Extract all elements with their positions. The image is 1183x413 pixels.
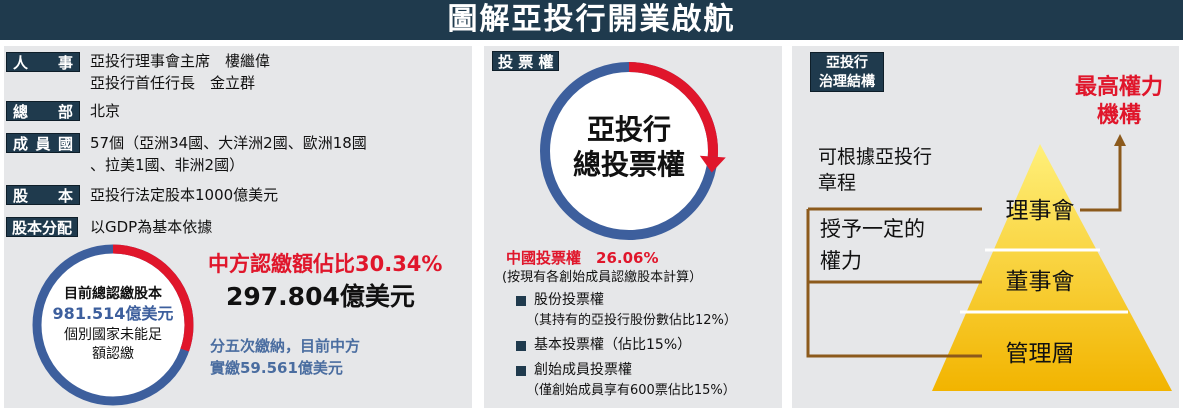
members-label: 成 員 國 <box>6 133 80 153</box>
allocation-label: 股本分配 <box>6 217 79 237</box>
allocation-value: 以GDP為基本依據 <box>90 218 213 236</box>
square-bullet-icon <box>516 341 526 351</box>
voting-item-detail: （僅創始成員享有600票佔比15%） <box>526 383 736 398</box>
personnel-line-2: 亞投行首任行長 金立群 <box>90 74 256 92</box>
voting-item-name: 創始成員投票權 <box>534 362 632 378</box>
subscription-note-line-1: 個別國家未能足 <box>64 327 162 343</box>
hq-label: 總 部 <box>6 101 80 121</box>
voting-ring <box>540 62 726 240</box>
hq-value: 北京 <box>90 102 121 120</box>
tier-board-of-directors: 董事會 <box>1005 269 1075 295</box>
ring-arrow-icon <box>699 155 726 173</box>
pyramid-shape <box>932 144 1172 391</box>
china-subscription-amount: 297.804億美元 <box>226 282 415 311</box>
governance-pyramid <box>806 134 1172 391</box>
voting-item-detail: （其持有的亞投行股份數佔比12%） <box>526 313 737 328</box>
tier-management: 管理層 <box>1005 341 1075 367</box>
authority-connector-line <box>1080 142 1122 212</box>
china-voting-share: 中國投票權 26.06% <box>506 249 659 267</box>
voting-label: 投 票 權 <box>492 51 560 71</box>
governance-label: 亞投行 治理結構 <box>810 52 884 92</box>
tier-board-of-governors: 理事會 <box>1005 198 1075 224</box>
page-title: 圖解亞投行開業啟航 <box>0 0 1183 40</box>
grant-line-2: 權力 <box>820 249 862 273</box>
personnel-label: 人 事 <box>6 52 80 72</box>
governance-panel: 亞投行 治理結構 最高權力 機構 可根據亞投行 章程 授予一定的 權力 理事會 … <box>792 46 1179 408</box>
members-line-1: 57個（亞洲34國、大洋洲2國、歐洲18國 <box>90 134 367 152</box>
voting-item-name: 基本投票權（佔比15%） <box>534 337 692 353</box>
up-arrow-icon <box>1114 134 1126 146</box>
subscription-total-label: 目前總認繳股本 <box>64 286 162 302</box>
payment-note-line-1: 分五次繳納，目前中方 <box>210 337 361 355</box>
voting-ring-line-2: 總投票權 <box>572 148 685 181</box>
top-authority-line-2: 機構 <box>1096 103 1141 128</box>
china-subscription-share: 中方認繳額佔比30.34% <box>208 252 443 276</box>
subscription-note-line-2: 額認繳 <box>92 346 134 362</box>
grant-line-1: 授予一定的 <box>820 217 925 241</box>
ring-share-arc <box>540 62 718 240</box>
payment-note-line-2: 實繳59.561億美元 <box>210 359 343 377</box>
voting-basis: (按現有各創始成員認繳股本計算） <box>502 270 703 285</box>
top-authority-line-1: 最高權力 <box>1074 75 1163 100</box>
voting-item-name: 股份投票權 <box>534 292 604 308</box>
voting-panel: 投 票 權 亞投行 總投票權 中國投票權 26.06% (按現有各創始成員認繳股… <box>484 46 782 408</box>
members-line-2: 、拉美1國、非洲2國） <box>90 156 245 174</box>
voting-ring-line-1: 亞投行 <box>586 113 671 146</box>
charter-line-1: 可根據亞投行 <box>818 146 933 168</box>
square-bullet-icon <box>516 366 526 376</box>
charter-line-2: 章程 <box>818 172 857 194</box>
ring-share-arc <box>32 244 194 406</box>
key-facts-panel: 人 事 亞投行理事會主席 樓繼偉 亞投行首任行長 金立群 總 部 北京 成 員 … <box>4 46 472 408</box>
subscription-total-amount: 981.514億美元 <box>52 304 174 323</box>
square-bullet-icon <box>516 296 526 306</box>
grant-bracket-line <box>806 209 982 358</box>
personnel-line-1: 亞投行理事會主席 樓繼偉 <box>90 52 271 70</box>
capital-value: 亞投行法定股本1000億美元 <box>90 186 279 204</box>
subscription-ring <box>32 244 194 406</box>
capital-label: 股 本 <box>6 185 80 205</box>
